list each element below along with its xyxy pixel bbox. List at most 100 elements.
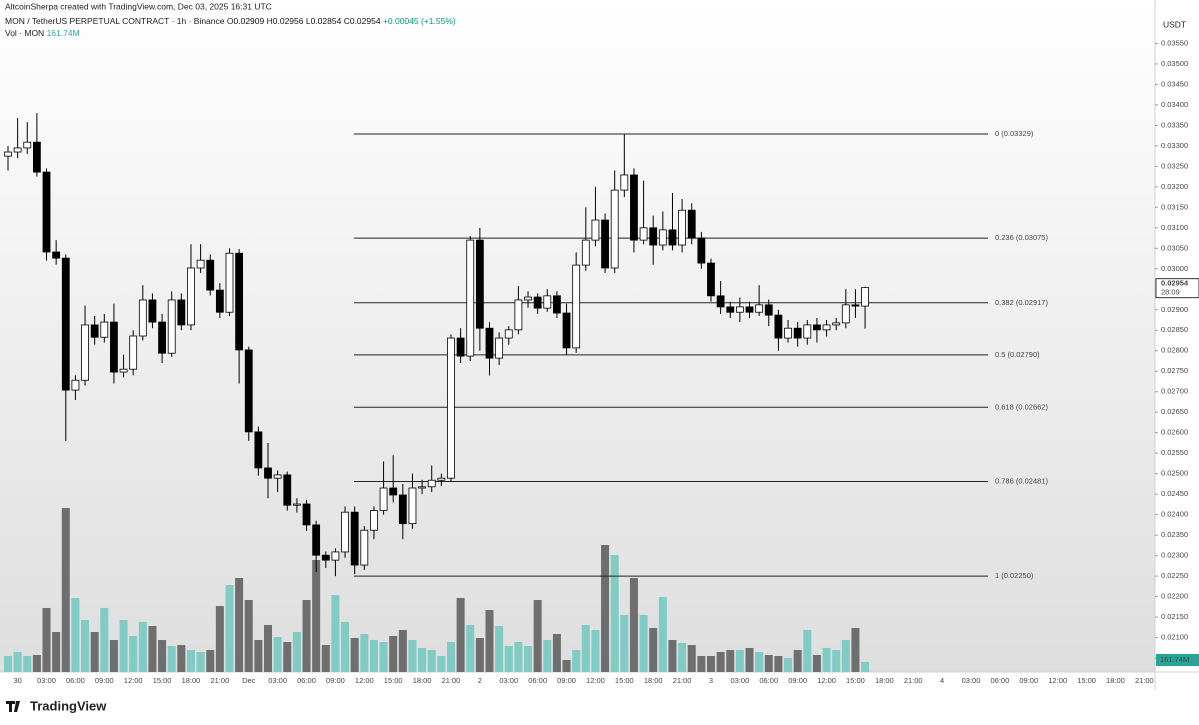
y-tick-label: 0.02550 bbox=[1161, 448, 1188, 457]
legend-key: C bbox=[344, 16, 350, 26]
candle-body bbox=[187, 267, 195, 326]
y-tick-label: 0.03250 bbox=[1161, 161, 1188, 170]
candle-body bbox=[254, 431, 263, 469]
x-tick-label: 15:00 bbox=[846, 676, 865, 685]
axis-unit: USDT bbox=[1163, 19, 1186, 29]
volume-bar bbox=[726, 650, 735, 672]
volume-bar bbox=[543, 640, 552, 672]
brand: TradingView bbox=[30, 698, 107, 713]
volume-value-label: 161.74M bbox=[1160, 655, 1189, 664]
candle-body bbox=[658, 229, 667, 246]
volume-bar bbox=[389, 636, 398, 672]
candle-body bbox=[447, 337, 455, 479]
x-tick-label: 06:00 bbox=[759, 676, 778, 685]
volume-bar bbox=[23, 656, 32, 672]
volume-bar bbox=[620, 615, 629, 672]
y-tick-label: 0.02100 bbox=[1161, 633, 1188, 642]
candle-body bbox=[331, 551, 340, 561]
legend-symbol-name: MON / TetherUS PERPETUAL CONTRACT · 1h ·… bbox=[5, 16, 225, 26]
x-tick-label: 3 bbox=[709, 676, 713, 685]
y-tick-label: 0.03450 bbox=[1161, 79, 1188, 88]
legend-change: +0.00045 (+1.55%) bbox=[383, 16, 456, 26]
volume-bar bbox=[774, 656, 783, 672]
y-tick-label: 0.02250 bbox=[1161, 571, 1188, 580]
y-tick-label: 0.02150 bbox=[1161, 612, 1188, 621]
candle-body bbox=[639, 227, 648, 241]
last-price-label: 0.02954 bbox=[1161, 279, 1189, 288]
y-tick-label: 0.03550 bbox=[1161, 38, 1188, 47]
candle-body bbox=[302, 503, 311, 526]
volume-bar bbox=[109, 640, 118, 672]
candle-body bbox=[321, 554, 330, 561]
x-tick-label: 09:00 bbox=[788, 676, 807, 685]
candle-body bbox=[553, 295, 561, 314]
x-tick-label: 2 bbox=[478, 676, 482, 685]
volume-bar bbox=[52, 631, 61, 672]
x-tick-label: 06:00 bbox=[66, 676, 85, 685]
y-tick-label: 0.03350 bbox=[1161, 120, 1188, 129]
y-tick-label: 0.02300 bbox=[1161, 551, 1188, 560]
volume-bar bbox=[408, 640, 417, 672]
x-tick-label: 21:00 bbox=[673, 676, 692, 685]
candle-body bbox=[562, 312, 571, 349]
candle-body bbox=[110, 321, 118, 373]
volume-bar bbox=[264, 625, 273, 672]
fib-label: 0.382 (0.02917) bbox=[995, 298, 1048, 307]
x-tick-label: 21:00 bbox=[904, 676, 923, 685]
volume-bar bbox=[697, 656, 706, 672]
footer bbox=[0, 690, 1199, 725]
candle-body bbox=[81, 324, 89, 381]
candle-body bbox=[524, 296, 532, 301]
candle-body bbox=[360, 529, 369, 566]
volume-bar bbox=[591, 630, 600, 672]
x-tick-label: 15:00 bbox=[384, 676, 403, 685]
volume-bar bbox=[735, 650, 744, 672]
candle-body bbox=[485, 327, 494, 359]
candle-body bbox=[716, 295, 725, 308]
candle-body bbox=[138, 299, 147, 337]
legend-key: L bbox=[306, 16, 311, 26]
candle-body bbox=[793, 327, 802, 339]
x-tick-label: 18:00 bbox=[182, 676, 201, 685]
volume-bar bbox=[4, 656, 12, 672]
candle-body bbox=[687, 209, 696, 239]
y-tick-label: 0.02850 bbox=[1161, 325, 1188, 334]
candle-body bbox=[774, 314, 783, 339]
y-tick-label: 0.02600 bbox=[1161, 428, 1188, 437]
volume-bar bbox=[341, 621, 350, 672]
volume-bar bbox=[610, 555, 619, 672]
candle-body bbox=[13, 147, 22, 153]
brand-logo bbox=[6, 701, 20, 712]
volume-bar bbox=[639, 615, 648, 672]
candle-body bbox=[504, 329, 513, 339]
candle-body bbox=[581, 239, 590, 266]
legend-value: 0.02954 bbox=[350, 16, 381, 26]
y-tick-label: 0.03200 bbox=[1161, 182, 1188, 191]
legend-value: 0.02909 bbox=[234, 16, 265, 26]
candle-body bbox=[52, 251, 61, 259]
volume-value-box bbox=[1156, 654, 1199, 666]
y-tick-label: 0.02200 bbox=[1161, 592, 1188, 601]
volume-bar bbox=[379, 641, 388, 672]
x-tick-label: 18:00 bbox=[1106, 676, 1125, 685]
x-tick-label: 30 bbox=[13, 676, 21, 685]
candle-body bbox=[90, 324, 99, 338]
volume-bar bbox=[495, 626, 504, 672]
candle-body bbox=[514, 299, 523, 331]
candle-body bbox=[379, 487, 388, 511]
volume-bar bbox=[803, 630, 812, 672]
volume-bar bbox=[292, 631, 301, 672]
volume-bar bbox=[235, 577, 244, 672]
candle-body bbox=[591, 219, 600, 241]
volume-bar bbox=[254, 640, 263, 672]
volume-bar bbox=[533, 600, 542, 672]
legend-symbol: MON / TetherUS PERPETUAL CONTRACT · 1h ·… bbox=[5, 16, 456, 26]
candle-body bbox=[129, 335, 138, 370]
volume-bar bbox=[138, 621, 147, 672]
candle-body bbox=[273, 474, 282, 479]
legend-value: 0.02956 bbox=[273, 16, 304, 26]
volume-bar bbox=[273, 636, 282, 672]
volume-bar bbox=[475, 637, 484, 672]
candle-body bbox=[292, 503, 301, 506]
